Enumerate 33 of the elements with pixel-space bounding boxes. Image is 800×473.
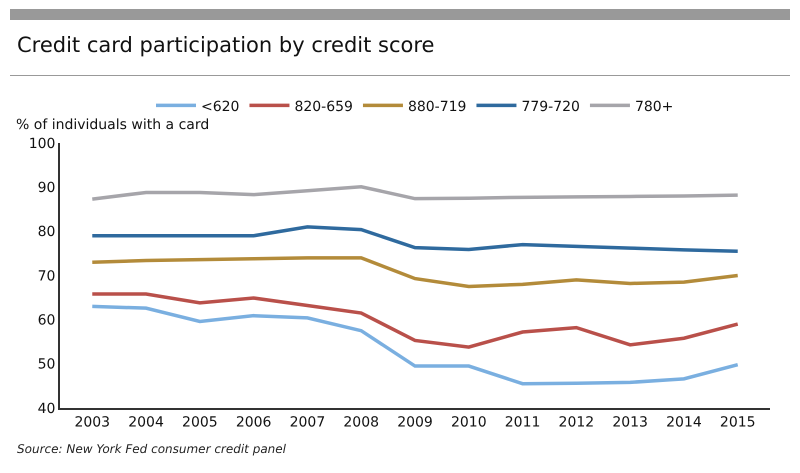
y-axis-title: % of individuals with a card	[16, 117, 210, 133]
x-tick-label: 2006	[236, 414, 272, 431]
legend-label: <620	[201, 98, 240, 115]
legend-label: 780+	[634, 98, 674, 115]
x-tick-label: 2011	[504, 414, 540, 431]
source-note: Source: New York Fed consumer credit panel	[17, 442, 286, 456]
line-series	[90, 225, 740, 253]
line-series	[90, 256, 740, 288]
x-tick-label: 2014	[666, 414, 702, 431]
y-tick-label: 40	[38, 400, 56, 417]
legend-label: 820-659	[294, 98, 353, 115]
y-tick-label: 50	[38, 356, 56, 373]
x-tick-label: 2003	[74, 414, 110, 431]
x-tick-label: 2009	[397, 414, 433, 431]
x-tick-label: 2004	[128, 414, 164, 431]
x-tick-label: 2015	[720, 414, 756, 431]
chart-title: Credit card participation by credit score	[17, 33, 434, 57]
line-series	[90, 184, 740, 201]
x-tick-label: 2005	[182, 414, 218, 431]
y-tick-label: 90	[38, 180, 56, 196]
y-tick-label: 70	[38, 268, 56, 284]
legend-label: 779-720	[521, 98, 580, 115]
x-tick-label: 2010	[450, 414, 487, 431]
y-tick-label: 80	[38, 224, 56, 240]
x-tick-label: 2012	[558, 414, 594, 431]
legend-label: 880-719	[408, 98, 466, 115]
line-series	[90, 292, 740, 349]
x-tick-label: 2008	[343, 414, 380, 431]
line-series	[90, 304, 740, 386]
x-tick-label: 2013	[612, 414, 648, 431]
y-tick-label: 60	[38, 312, 56, 329]
x-tick-label: 2007	[290, 414, 326, 431]
y-tick-label: 100	[28, 136, 56, 152]
